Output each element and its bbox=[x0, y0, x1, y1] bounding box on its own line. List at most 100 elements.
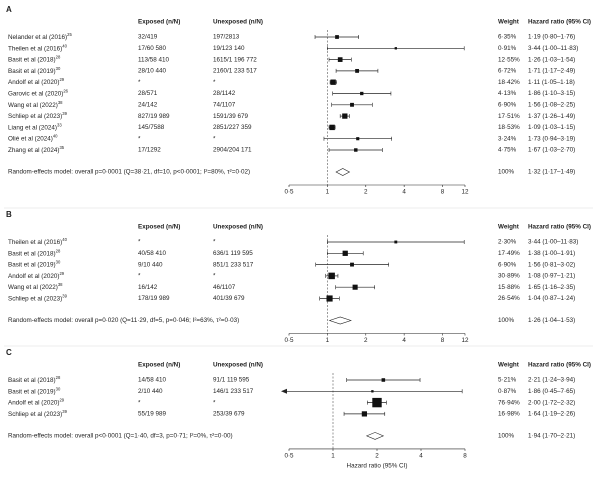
hazard-ratio: 1·37 (1·26–1·49) bbox=[528, 113, 575, 120]
pooled-label: Random-effects model: overall p=0·020 (Q… bbox=[8, 317, 239, 324]
reference-number: 26 bbox=[63, 89, 68, 94]
unexposed-count: 2904/204 171 bbox=[213, 147, 252, 154]
x-tick-label: 1 bbox=[331, 453, 335, 460]
reference-number: 33 bbox=[57, 123, 62, 128]
study-name: Basit et al (2018)28 bbox=[8, 55, 61, 64]
x-tick-label: 8 bbox=[441, 337, 445, 344]
pooled-diamond bbox=[365, 432, 385, 440]
weight: 6·90% bbox=[498, 261, 517, 268]
study-label: Garovic et al (2020) bbox=[8, 90, 63, 97]
hazard-ratio: 1·09 (1·03–1·15) bbox=[528, 124, 575, 131]
x-tick-label: 4 bbox=[419, 453, 423, 460]
column-header: Unexposed (n/N) bbox=[213, 224, 263, 231]
column-header: Weight bbox=[498, 362, 520, 369]
study-label: Basit et al (2018) bbox=[8, 250, 56, 257]
pooled-diamond bbox=[328, 316, 352, 325]
x-tick-label: 8 bbox=[463, 453, 467, 460]
x-tick-label: 1 bbox=[326, 189, 330, 196]
weight: 6·35% bbox=[498, 34, 517, 41]
unexposed-count: 1615/1 196 772 bbox=[213, 56, 257, 63]
reference-number: 35 bbox=[59, 145, 64, 150]
study-label: Liang et al (2024) bbox=[8, 124, 57, 131]
study-label: Wang et al (2022) bbox=[8, 101, 58, 108]
column-header: Hazard ratio (95% CI) bbox=[528, 224, 591, 231]
study-name: Schliep et al (2023)39 bbox=[8, 409, 68, 418]
unexposed-count: * bbox=[213, 79, 216, 86]
unexposed-count: 74/1107 bbox=[213, 101, 236, 108]
reference-number: 25 bbox=[67, 32, 72, 37]
study-name: Nelander et al (2016)25 bbox=[8, 32, 73, 41]
unexposed-count: 146/1 233 517 bbox=[213, 388, 254, 395]
study-label: Basit et al (2019) bbox=[8, 261, 56, 268]
reference-number: 30 bbox=[56, 66, 61, 71]
reference-number: 40 bbox=[62, 237, 67, 242]
weight: 3·24% bbox=[498, 135, 517, 142]
weight: 76·94% bbox=[498, 399, 520, 406]
reference-number: 40 bbox=[53, 134, 58, 139]
study-label: Andolf et al (2020) bbox=[8, 399, 59, 406]
study-name: Andolf et al (2020)29 bbox=[8, 271, 65, 280]
exposed-count: * bbox=[138, 399, 141, 406]
study-label: Theilen et al (2016) bbox=[8, 239, 62, 246]
reference-number: 30 bbox=[56, 386, 61, 391]
weight: 17·51% bbox=[498, 113, 520, 120]
unexposed-count: 253/39 679 bbox=[213, 411, 245, 418]
exposed-count: * bbox=[138, 273, 141, 280]
exposed-count: 113/58 410 bbox=[138, 56, 170, 63]
pooled-weight: 100% bbox=[498, 169, 515, 176]
study-name: Basit et al (2019)30 bbox=[8, 386, 61, 395]
study-label: Nelander et al (2016) bbox=[8, 34, 67, 41]
study-name: Wang et al (2022)38 bbox=[8, 282, 63, 291]
reference-number: 30 bbox=[56, 260, 61, 265]
exposed-count: 55/19 989 bbox=[138, 411, 167, 418]
study-name: Basit et al (2019)30 bbox=[8, 66, 61, 75]
x-tick-label: 0·5 bbox=[284, 453, 294, 460]
point-estimate bbox=[394, 47, 397, 50]
reference-number: 38 bbox=[58, 100, 63, 105]
hazard-ratio: 1·73 (0·94–3·19) bbox=[528, 135, 575, 142]
weight: 30·89% bbox=[498, 273, 520, 280]
pooled-hazard-ratio: 1·94 (1·70–2·21) bbox=[528, 433, 575, 440]
weight: 6·72% bbox=[498, 68, 517, 75]
weight: 6·90% bbox=[498, 101, 517, 108]
exposed-count: 827/19 989 bbox=[138, 113, 170, 120]
unexposed-count: 28/1142 bbox=[213, 90, 236, 97]
hazard-ratio: 2·00 (1·72–2·32) bbox=[528, 399, 575, 406]
exposed-count: 14/58 410 bbox=[138, 377, 167, 384]
column-header: Weight bbox=[498, 224, 520, 231]
point-estimate bbox=[394, 240, 398, 244]
study-label: Basit et al (2019) bbox=[8, 68, 56, 75]
exposed-count: * bbox=[138, 79, 141, 86]
x-tick-label: 0·5 bbox=[284, 337, 294, 344]
ci-arrow bbox=[281, 388, 287, 394]
point-estimate bbox=[342, 113, 348, 119]
unexposed-count: 19/123 140 bbox=[213, 45, 245, 52]
pooled-weight: 100% bbox=[498, 433, 515, 440]
x-tick-label: 1 bbox=[326, 337, 330, 344]
reference-number: 39 bbox=[62, 409, 67, 414]
study-label: Schliep et al (2023) bbox=[8, 411, 62, 418]
weight: 4·75% bbox=[498, 147, 517, 154]
pooled-label: Random-effects model: overall p=0·0001 (… bbox=[8, 169, 250, 176]
hazard-ratio: 1·38 (1·00–1·91) bbox=[528, 250, 575, 257]
exposed-count: 17/60 580 bbox=[138, 45, 167, 52]
point-estimate bbox=[350, 262, 354, 267]
point-estimate bbox=[326, 295, 333, 302]
x-tick-label: 0·5 bbox=[284, 189, 294, 196]
point-estimate bbox=[335, 35, 339, 39]
point-estimate bbox=[342, 250, 348, 256]
pooled-weight: 100% bbox=[498, 317, 515, 324]
study-label: Schliep et al (2023) bbox=[8, 295, 62, 302]
exposed-count: 28/571 bbox=[138, 90, 158, 97]
column-header: Exposed (n/N) bbox=[138, 224, 180, 231]
x-tick-label: 2 bbox=[364, 189, 368, 196]
hazard-ratio: 1·71 (1·17–2·49) bbox=[528, 68, 575, 75]
column-header: Hazard ratio (95% CI) bbox=[528, 362, 591, 369]
weight: 2·30% bbox=[498, 239, 517, 246]
x-tick-label: 4 bbox=[402, 189, 406, 196]
reference-number: 29 bbox=[59, 398, 64, 403]
unexposed-count: 851/1 233 517 bbox=[213, 261, 254, 268]
hazard-ratio: 2·21 (1·24–3·94) bbox=[528, 377, 575, 384]
weight: 5·21% bbox=[498, 377, 517, 384]
study-label: Theilen et al (2016) bbox=[8, 45, 62, 52]
